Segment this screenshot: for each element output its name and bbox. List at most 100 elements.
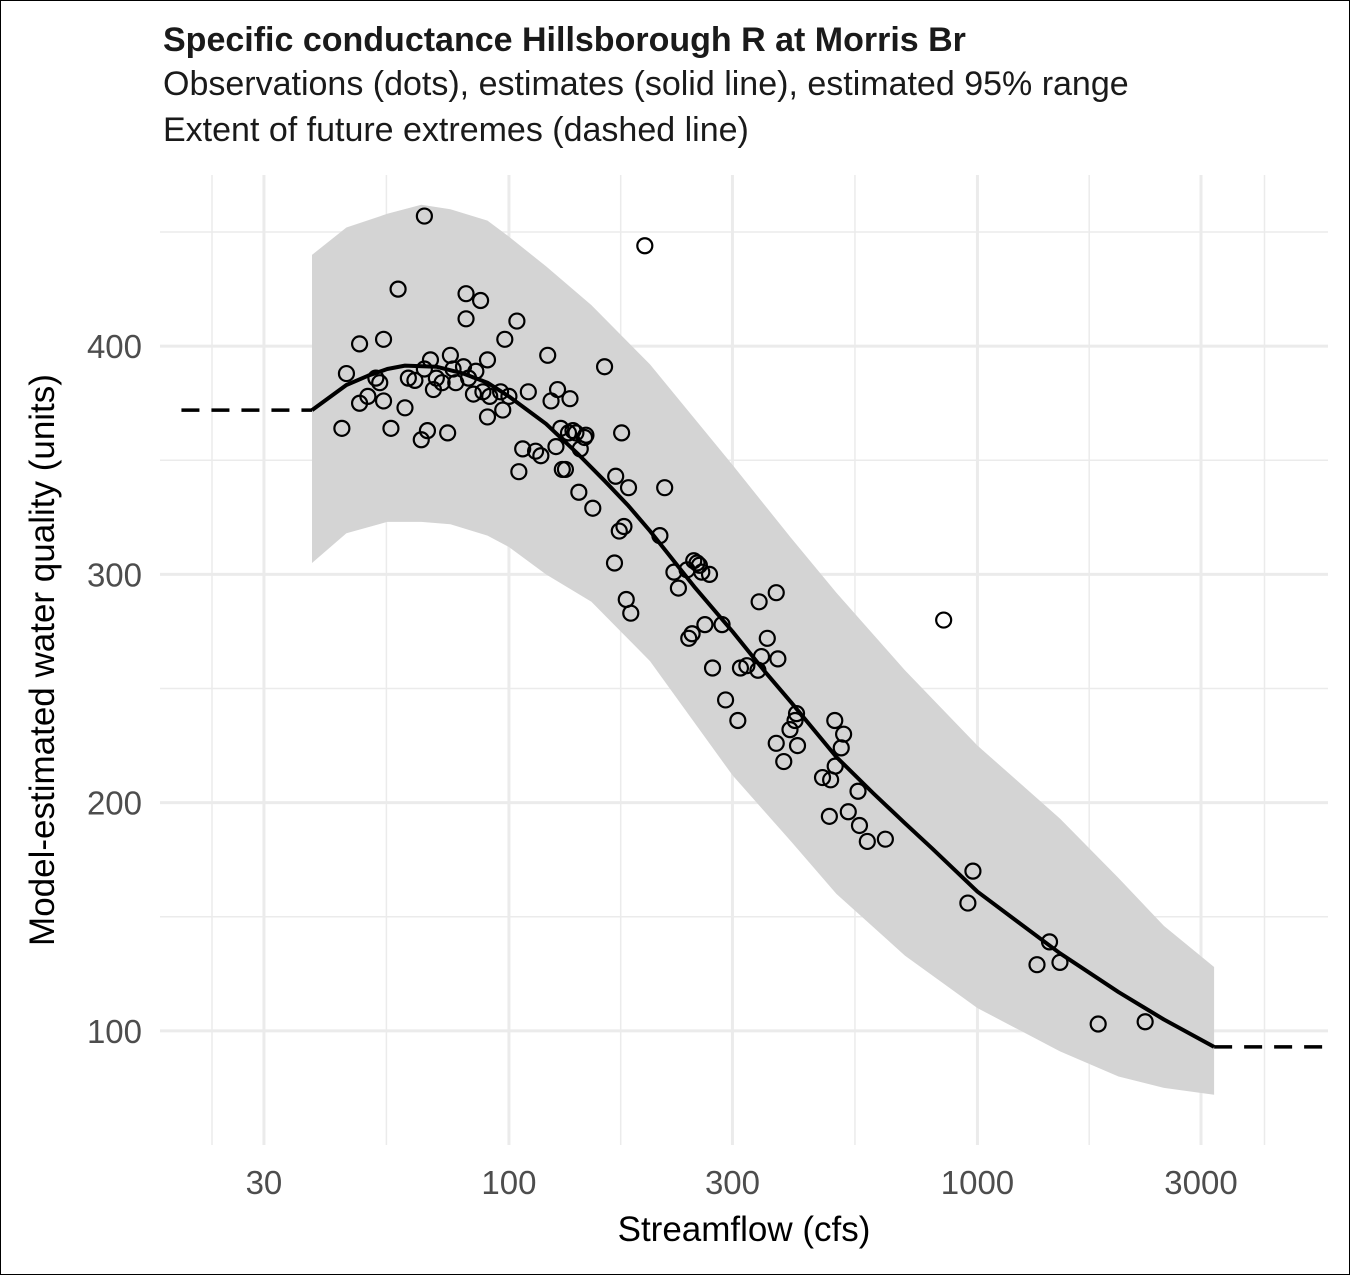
observation-point [1051, 953, 1069, 972]
observation-point [526, 442, 545, 460]
x-axis-title: Streamflow (cfs) [618, 1210, 871, 1249]
observation-point [619, 479, 638, 497]
y-tick-label: 200 [87, 785, 142, 822]
x-tick-label: 100 [481, 1164, 536, 1201]
observation-point [786, 711, 804, 730]
observation-point [688, 554, 706, 572]
observation-point [556, 460, 575, 479]
observation-point [396, 399, 414, 417]
observation-point [433, 374, 451, 392]
x-tick-label: 3000 [1164, 1164, 1237, 1201]
observation-point [729, 711, 747, 730]
observation-point [826, 711, 844, 730]
observation-point [514, 440, 532, 458]
observation-point [548, 380, 567, 399]
observation-point [496, 330, 514, 348]
observation-point [700, 565, 719, 584]
observation-points [333, 207, 1154, 1033]
observation-point [665, 563, 683, 581]
observation-point [656, 479, 674, 497]
x-tick-label: 300 [705, 1164, 760, 1201]
observation-point [567, 424, 585, 442]
observation-point [813, 768, 832, 787]
observation-point [367, 369, 385, 387]
observation-point [607, 467, 625, 485]
y-tick-label: 400 [87, 328, 142, 365]
observation-point [849, 782, 867, 800]
chart-title-line-2: Observations (dots), estimates (solid li… [163, 65, 1129, 103]
observation-point [738, 657, 756, 675]
observation-point [494, 401, 512, 419]
x-tick-label: 1000 [941, 1164, 1014, 1201]
y-axis-title: Model-estimated water quality (units) [23, 374, 62, 946]
observation-point [835, 725, 853, 743]
observation-point [605, 554, 624, 572]
observation-point [478, 351, 497, 369]
observation-point [752, 647, 771, 666]
observation-point [820, 807, 838, 825]
observation-point [839, 803, 857, 821]
observation-point [412, 431, 430, 449]
observation-point [539, 346, 557, 364]
observation-point [769, 650, 787, 668]
observation-point [371, 374, 389, 392]
observation-point [389, 280, 407, 298]
observation-point [439, 424, 457, 442]
observation-point [750, 593, 768, 611]
observation-point [500, 387, 518, 405]
chart-title-line-3: Extent of future extremes (dashed line) [163, 111, 749, 149]
observation-point [561, 390, 579, 408]
observation-point [716, 691, 735, 709]
observation-point [418, 422, 437, 440]
observation-point [584, 499, 602, 517]
observation-point [1028, 956, 1046, 974]
observation-point [547, 438, 565, 456]
observation-point [374, 330, 393, 348]
observation-point [577, 426, 595, 444]
observation-point [457, 285, 475, 303]
observation-point [767, 734, 785, 752]
x-tick-label: 30 [246, 1164, 283, 1201]
observation-point [651, 527, 669, 545]
observation-point [406, 371, 424, 390]
observation-point [510, 463, 528, 481]
observation-point [876, 830, 894, 848]
observation-point [850, 816, 869, 835]
observation-point [826, 757, 844, 775]
x-axis-tick-labels: 30 100 300 1000 3000 [246, 1164, 1238, 1201]
observation-point [337, 364, 356, 383]
observation-point [696, 616, 714, 634]
observation-point [858, 832, 876, 851]
observation-point [467, 362, 485, 380]
observation-point [508, 312, 526, 330]
observation-point [713, 616, 731, 634]
observation-point [492, 383, 510, 401]
observation-point [615, 517, 633, 536]
observation-point [683, 625, 701, 643]
observation-point [421, 351, 440, 369]
observation-point [333, 419, 351, 437]
observation-point [775, 752, 793, 771]
observation-point [622, 604, 640, 622]
observation-point [415, 360, 433, 378]
y-tick-label: 300 [87, 556, 142, 593]
observation-point [680, 629, 698, 647]
observation-point [481, 387, 499, 405]
observation-point [959, 894, 977, 912]
observation-point [613, 424, 631, 442]
y-axis-tick-labels: 100 200 300 400 [87, 328, 142, 1050]
observation-point [532, 447, 550, 465]
observation-point [693, 563, 711, 581]
observation-point [964, 862, 982, 880]
observation-point [758, 629, 776, 647]
observation-point [788, 736, 807, 755]
observation-point [703, 659, 722, 677]
observation-point [415, 207, 433, 225]
observation-point [359, 387, 377, 405]
estimate-line [310, 363, 1216, 1049]
observation-point [669, 579, 688, 597]
observation-point [457, 310, 475, 328]
chart-title-line-1: Specific conductance Hillsborough R at M… [163, 21, 966, 59]
observation-point [610, 522, 628, 540]
